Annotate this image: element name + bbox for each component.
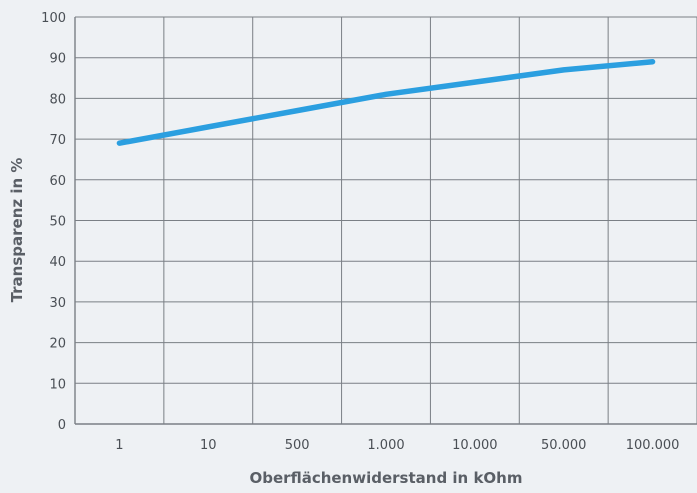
y-tick-label: 40 — [49, 255, 66, 270]
x-tick-label: 10.000 — [452, 438, 498, 453]
x-axis-ticks: 1 10 500 1.000 10.000 50.000 100.000 — [115, 438, 679, 453]
y-tick-label: 80 — [49, 92, 66, 107]
x-tick-label: 500 — [285, 438, 310, 453]
x-tick-label: 10 — [200, 438, 217, 453]
x-tick-label: 100.000 — [626, 438, 680, 453]
series-layer — [116, 59, 656, 146]
series-line — [116, 59, 656, 146]
x-tick-label: 50.000 — [541, 438, 587, 453]
y-axis-ticks: 0 10 20 30 40 50 60 70 80 90 100 — [41, 11, 66, 433]
y-tick-label: 20 — [49, 337, 66, 352]
x-tick-label: 1.000 — [367, 438, 404, 453]
y-tick-label: 10 — [49, 377, 66, 392]
y-tick-label: 90 — [49, 52, 66, 67]
horizontal-gridlines — [75, 16, 697, 425]
y-tick-label: 100 — [41, 11, 66, 26]
y-tick-label: 0 — [58, 418, 66, 433]
y-axis-title: Transparenz in % — [8, 158, 26, 303]
y-tick-label: 50 — [49, 215, 66, 230]
x-tick-label: 1 — [115, 438, 123, 453]
x-axis-title: Oberflächenwiderstand in kOhm — [250, 469, 523, 487]
y-tick-label: 60 — [49, 174, 66, 189]
y-tick-label: 70 — [49, 133, 66, 148]
y-tick-label: 30 — [49, 296, 66, 311]
